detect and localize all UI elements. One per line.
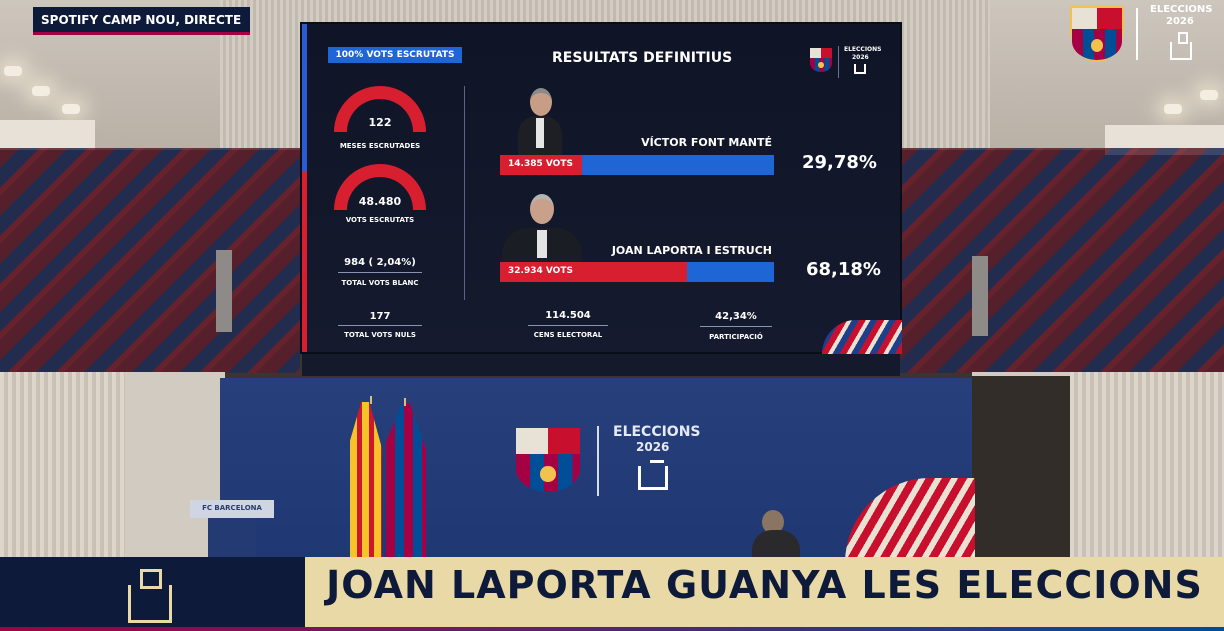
counted-badge: 100% VOTS ESCRUTATS — [328, 47, 462, 63]
live-label: SPOTIFY CAMP NOU, DIRECTE — [41, 13, 242, 27]
screen-base — [302, 352, 900, 376]
results-screen: 100% VOTS ESCRUTATS RESULTATS DEFINITIUS… — [300, 22, 902, 354]
stat-nuls-value: 177 — [369, 311, 391, 322]
ballot-box-icon — [854, 64, 866, 74]
candidate-votes-laporta: 32.934 VOTS — [508, 266, 573, 276]
corner-divider — [1136, 8, 1138, 60]
stands-right — [900, 148, 1224, 373]
ballot-paper-icon — [140, 569, 162, 589]
candidate-votes-font: 14.385 VOTS — [508, 159, 573, 169]
stands-left — [0, 148, 300, 373]
stat-blanc-value: 984 ( 2,04%) — [344, 257, 416, 268]
stat-meses-label: MESES ESCRUTADES — [339, 142, 421, 150]
screen-decorative-stripes — [822, 320, 902, 354]
stat-meses-value: 122 — [368, 116, 392, 129]
stat-cens-label: CENS ELECTORAL — [533, 331, 603, 339]
ceiling-lamp — [1200, 90, 1218, 100]
ballot-box-icon — [638, 466, 668, 490]
bar-fill — [500, 155, 582, 175]
lower-slats-left — [0, 372, 125, 562]
divider — [597, 426, 599, 496]
corner-title: ELECCIONS — [1150, 4, 1213, 15]
ceiling-lamp — [1164, 104, 1182, 114]
ticker-bottom-bar — [0, 627, 1224, 631]
flagpole-tip — [404, 398, 406, 406]
screen-logo-title: ELECCIONS — [844, 46, 882, 53]
ticker-left-panel — [0, 557, 305, 631]
speaker-right — [972, 256, 988, 336]
podium-label: FC BARCELONA — [202, 504, 262, 512]
side-door — [972, 376, 1070, 562]
screen-edge-accent — [302, 24, 307, 352]
stat-vots-value: 48.480 — [358, 195, 402, 208]
ceiling-lamp — [4, 66, 22, 76]
candidate-percent-laporta: 68,18% — [806, 259, 881, 280]
screen-title: RESULTATS DEFINITIUS — [552, 50, 733, 66]
balcony-left — [0, 120, 95, 150]
stat-cens-value: 114.504 — [545, 310, 591, 321]
person-head — [762, 510, 784, 534]
podium-top: FC BARCELONA — [190, 500, 274, 518]
candidate-name-font: VÍCTOR FONT MANTÉ — [641, 136, 772, 149]
corner-year: 2026 — [1166, 16, 1194, 27]
stat-underline — [338, 325, 422, 326]
screen-logo-year: 2026 — [852, 54, 869, 61]
candidate-bar-font: 14.385 VOTS — [500, 155, 774, 175]
bar-fill — [500, 262, 687, 282]
ballot-slot — [650, 460, 664, 463]
candidate-bar-laporta: 32.934 VOTS — [500, 262, 774, 282]
divider — [838, 46, 839, 78]
candidate-name-laporta: JOAN LAPORTA I ESTRUCH — [611, 244, 772, 257]
ceiling-lamp — [32, 86, 50, 96]
person-body — [752, 530, 800, 558]
ballot-box-icon — [1170, 42, 1192, 60]
ballot-paper-icon — [1178, 32, 1188, 44]
live-label-box: SPOTIFY CAMP NOU, DIRECTE — [33, 7, 250, 35]
fcb-crest-icon — [1070, 6, 1124, 62]
candidate-photo-font — [518, 86, 562, 156]
backdrop-year: 2026 — [636, 440, 670, 454]
stage-backdrop: ELECCIONS 2026 — [220, 378, 975, 563]
ticker-headline-panel: JOAN LAPORTA GUANYA LES ELECCIONS — [305, 557, 1224, 631]
stat-underline — [528, 325, 608, 326]
backdrop-title: ELECCIONS — [613, 424, 701, 440]
flagpole-tip — [370, 396, 372, 404]
candidate-percent-font: 29,78% — [802, 152, 877, 173]
fcb-crest-icon — [516, 428, 580, 492]
ceiling-lamp — [62, 104, 80, 114]
stat-participacio-value: 42,34% — [715, 311, 757, 322]
stat-participacio-label: PARTICIPACIÓ — [709, 333, 763, 341]
decorative-stripes — [845, 478, 975, 563]
speaker-left — [216, 250, 232, 332]
stat-nuls-label: TOTAL VOTS NULS — [344, 331, 416, 339]
ticker-headline: JOAN LAPORTA GUANYA LES ELECCIONS — [326, 563, 1203, 607]
stat-underline — [338, 272, 422, 273]
fcb-crest-icon — [810, 48, 832, 72]
podium-body — [208, 518, 256, 558]
lower-slats-right — [1070, 372, 1224, 562]
stat-vots-label: VOTS ESCRUTATS — [345, 216, 415, 224]
stat-underline — [700, 326, 772, 327]
candidate-photo-laporta — [502, 194, 582, 264]
ballot-box-icon — [128, 585, 172, 623]
screen-divider — [464, 86, 465, 300]
stat-blanc-label: TOTAL VOTS BLANC — [341, 279, 419, 287]
